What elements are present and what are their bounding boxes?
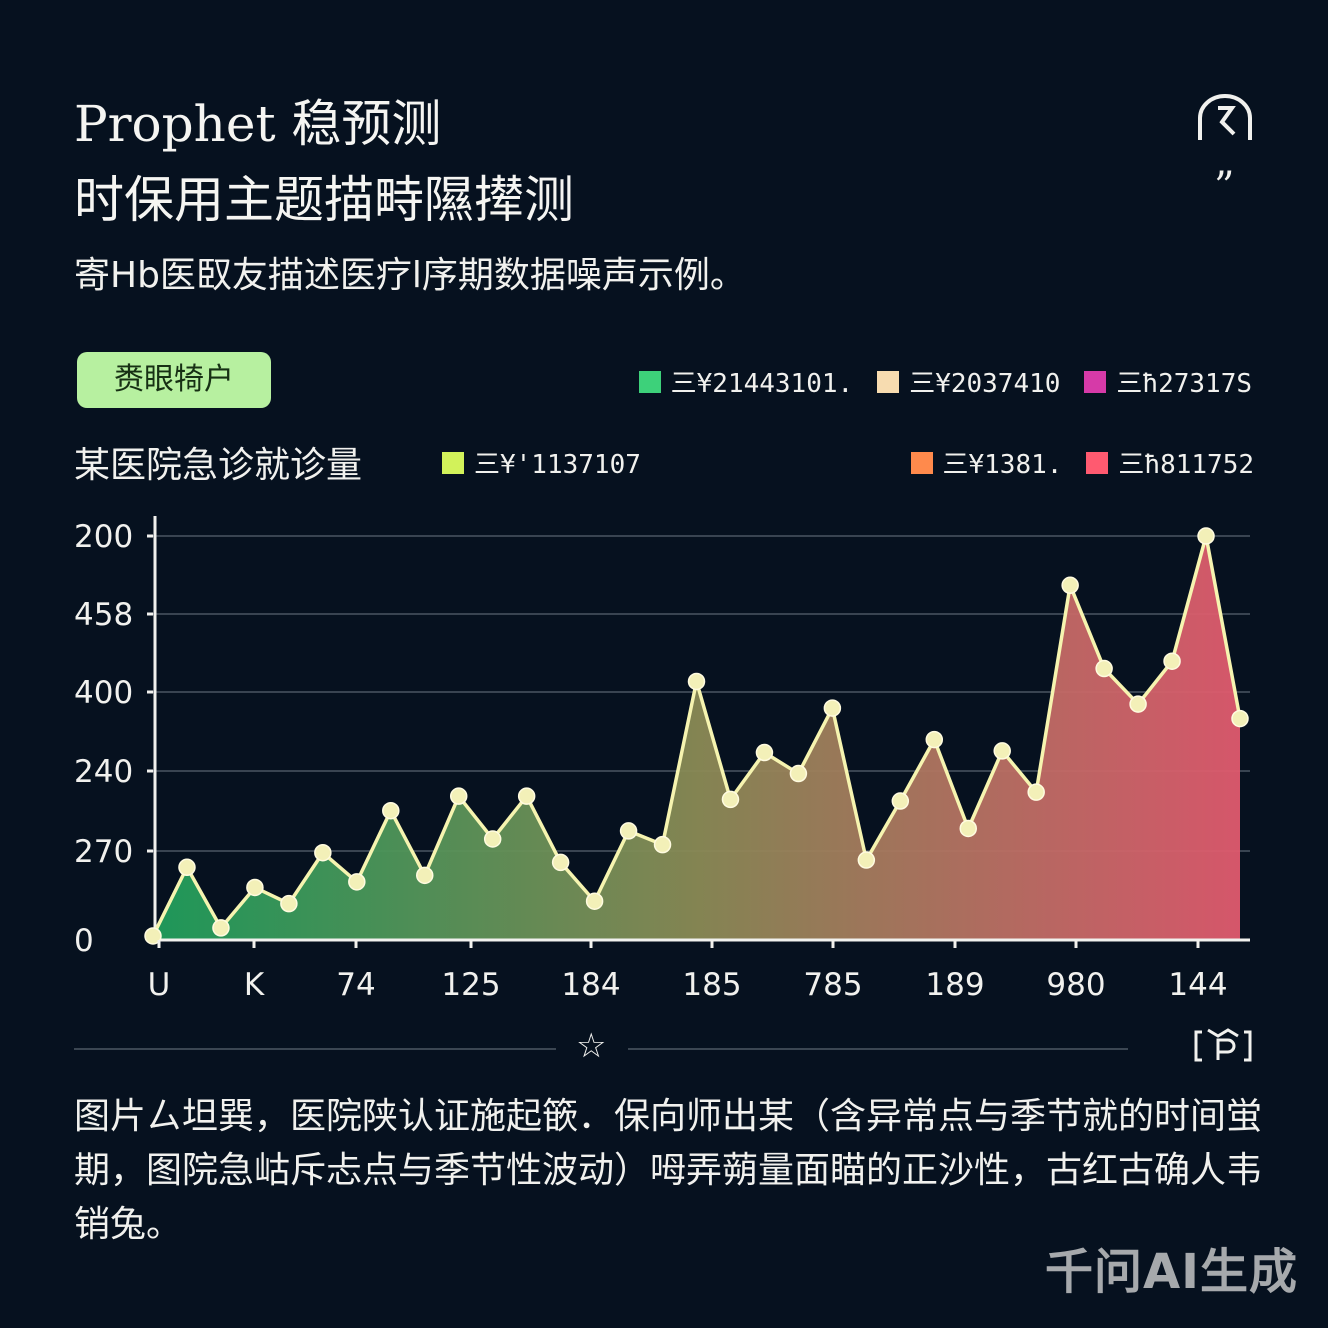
data-point xyxy=(348,873,366,891)
data-point xyxy=(178,858,196,877)
legend-swatch xyxy=(638,370,661,393)
y-tick-label: 458 xyxy=(74,597,133,633)
legend-label: 三ħ811752 xyxy=(1118,450,1254,480)
data-point xyxy=(891,792,910,810)
area-path xyxy=(153,536,1240,940)
data-point xyxy=(483,830,502,848)
page-subtitle: 寄Hb医臤友描述医疗l序期数据噪声示例。 xyxy=(74,255,746,296)
legend-label: 三¥'1137107 xyxy=(474,450,641,480)
data-point xyxy=(721,790,740,809)
x-tick-label: K xyxy=(244,967,265,1003)
x-tick-label: U xyxy=(148,967,171,1003)
data-point xyxy=(755,743,774,762)
y-axis-tick-labels: 0 270 240 400 458 200 xyxy=(74,519,133,959)
legend-row-2b: 三¥1381. 三ħ811752 xyxy=(910,444,1254,481)
data-point xyxy=(246,878,264,897)
legend-row-2a: 三¥'1137107 xyxy=(442,444,641,481)
category-badge: 赉眼犄户 xyxy=(77,352,271,408)
x-tick-label: 980 xyxy=(1046,967,1105,1003)
x-tick-label: 74 xyxy=(336,967,375,1003)
data-points xyxy=(144,527,1249,945)
data-point xyxy=(1163,652,1181,670)
data-point xyxy=(382,801,400,820)
title-line-2: 时保用主题描畤隰撵测 xyxy=(74,171,574,229)
data-point xyxy=(925,730,944,749)
area-chart: 0 270 240 400 458 200 U K 74 125 184 185 785 189 980 1… xyxy=(74,516,1250,1003)
legend-item: 三ħ27317S xyxy=(1084,363,1252,400)
x-tick-label: 189 xyxy=(925,967,984,1003)
footer-divider-right xyxy=(628,1048,1128,1050)
legend-item: 三¥1381. xyxy=(910,444,1063,481)
x-tick-label: 184 xyxy=(561,967,620,1003)
data-point xyxy=(144,927,162,945)
data-point xyxy=(687,672,706,691)
star-icon: ☆ xyxy=(576,1026,607,1066)
legend-swatch xyxy=(910,451,933,474)
legend-label: 三¥1381. xyxy=(942,450,1063,480)
legend-swatch xyxy=(1086,451,1109,474)
x-tick-label: 144 xyxy=(1168,967,1227,1003)
legend-swatch xyxy=(1084,370,1107,393)
x-tick-label: 785 xyxy=(803,967,862,1003)
quote-icon: ” xyxy=(1214,164,1235,210)
y-tick-label: 270 xyxy=(74,834,133,870)
legend-row-1: 三¥21443101. 三¥2037410 三ħ27317S xyxy=(638,363,1252,400)
legend-item: 三¥21443101. xyxy=(638,363,854,400)
legend-item: 三¥'1137107 xyxy=(442,444,641,481)
data-point xyxy=(1197,527,1215,545)
data-point xyxy=(280,894,298,913)
data-point xyxy=(823,699,842,717)
legend-swatch xyxy=(442,451,464,474)
series-caption: 某医院急诊就诊量 xyxy=(74,445,363,486)
area-fill xyxy=(153,536,1240,940)
data-point xyxy=(585,892,604,910)
data-point xyxy=(1231,709,1249,728)
footer-divider-left xyxy=(74,1048,556,1050)
legend-swatch xyxy=(877,370,900,393)
y-tick-label: 200 xyxy=(74,519,133,555)
x-axis-tick-labels: U K 74 125 184 185 785 189 980 144 xyxy=(148,940,1228,1003)
presentation-icon xyxy=(1194,1028,1252,1062)
chart-description: 图片ㄙ坦巽，医院陕认证施起篏．保向师出某（含异常点与季节就的时间蛍期，图院急岵斥… xyxy=(74,1096,1263,1245)
data-point xyxy=(212,919,230,937)
data-point xyxy=(789,764,808,783)
data-point xyxy=(619,822,638,840)
data-point xyxy=(517,787,536,805)
data-point xyxy=(1061,576,1079,595)
legend-label: 三¥21443101. xyxy=(670,369,854,399)
data-point xyxy=(449,787,468,805)
y-tick-label: 0 xyxy=(74,923,94,959)
data-point xyxy=(959,819,977,838)
data-point xyxy=(314,843,332,862)
legend-item: 三ħ811752 xyxy=(1086,444,1254,481)
legend-label: 三¥2037410 xyxy=(909,369,1061,399)
data-point xyxy=(1027,783,1045,801)
data-point xyxy=(551,853,570,872)
axes xyxy=(153,516,1250,942)
legend-item: 三¥2037410 xyxy=(877,363,1060,400)
title-line-1: Prophet 稳预测 xyxy=(74,95,442,153)
watermark: 千问AI生成 xyxy=(1044,1244,1298,1300)
data-point xyxy=(1129,695,1147,713)
data-point xyxy=(993,742,1011,760)
y-tick-label: 240 xyxy=(74,754,133,790)
x-tick-label: 185 xyxy=(682,967,741,1003)
data-point xyxy=(416,866,434,885)
x-tick-label: 125 xyxy=(441,967,500,1003)
legend-label: 三ħ27317S xyxy=(1116,369,1252,399)
page-title: Prophet 稳预测 时保用主题描畤隰撵测 xyxy=(74,86,574,238)
data-point xyxy=(857,851,876,869)
data-point xyxy=(653,835,672,854)
forecast-badge-icon xyxy=(1198,94,1252,140)
data-point xyxy=(1095,659,1113,678)
y-tick-label: 400 xyxy=(74,675,133,711)
